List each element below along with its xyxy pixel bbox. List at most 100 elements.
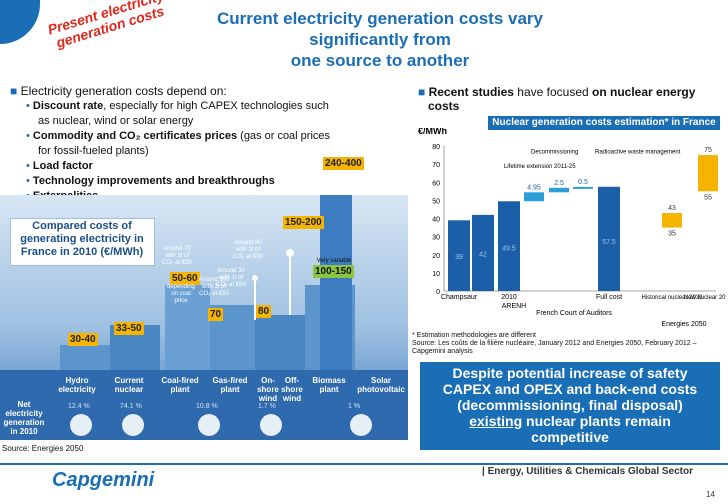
group-label: French Court of Auditors xyxy=(536,310,612,317)
page-title: Current electricity generation costs var… xyxy=(180,8,580,71)
category-label: On-shore wind xyxy=(257,376,279,403)
adder-bar xyxy=(549,187,569,193)
category-label: Current nuclear xyxy=(114,376,144,394)
title-line-2: one source to another xyxy=(290,51,470,70)
right-intro-rest-1: have focused xyxy=(513,85,593,99)
buildings-graphic xyxy=(0,195,408,440)
adder-bar xyxy=(573,186,593,189)
capgemini-logo[interactable]: Capgemini xyxy=(52,469,155,491)
bar-value-label: 42 xyxy=(479,252,487,259)
conclusion-line-1: Despite potential increase of safety xyxy=(452,365,688,381)
range-low-label: 35 xyxy=(668,231,676,238)
share-pie-icon xyxy=(260,414,282,436)
share-label: 10.8 % xyxy=(196,403,218,410)
share-label: 1 % xyxy=(348,403,361,410)
share-pie-icon xyxy=(198,414,220,436)
conclusion-line-3: (decommissioning, final disposal) xyxy=(457,397,683,413)
bar-category-label: Full cost xyxy=(596,294,622,301)
bar xyxy=(448,220,470,291)
left-bullet: • Load factor xyxy=(26,160,93,172)
badge-hydro: 30-40 xyxy=(68,333,98,346)
bar xyxy=(472,214,494,291)
right-intro-costs: costs xyxy=(428,99,460,113)
adder-bar xyxy=(524,192,544,202)
y-tick-label: 20 xyxy=(432,253,440,260)
range-category-label: Historical nuclear 2030 xyxy=(641,295,703,301)
bar-value-label: 49.5 xyxy=(502,246,516,253)
y-tick-label: 60 xyxy=(432,180,440,187)
left-bullet: as nuclear, wind or solar energy xyxy=(38,115,194,127)
stamp-label: Present electricity generation costs xyxy=(37,0,180,55)
badge-wind-onshore: 80 xyxy=(256,305,272,318)
footnote-2: Source: Les coûts de la filière nucléair… xyxy=(412,340,697,355)
share-pie-icon xyxy=(70,414,92,436)
range-high-label: 43 xyxy=(668,205,676,212)
note-biomass: Very variable xyxy=(316,258,352,264)
y-tick-label: 30 xyxy=(432,235,440,242)
chart-title: Nuclear generation costs estimation* in … xyxy=(488,116,720,130)
badge-coal: 50-60 xyxy=(170,272,200,285)
conclusion-line-5: competitive xyxy=(531,429,609,445)
bar-category-label: 2010 xyxy=(501,294,517,301)
left-source: Source: Energies 2050 xyxy=(2,444,84,453)
category-label: Gas-fired plant xyxy=(212,376,248,394)
badge-nuclear: 33-50 xyxy=(114,322,144,335)
share-label: 1.7 % xyxy=(258,403,276,410)
footer-sector-label: | Energy, Utilities & Chemicals Global S… xyxy=(482,466,694,477)
category-label: Biomass plant xyxy=(312,376,346,394)
conclusion-existing: existing xyxy=(469,413,523,429)
y-axis-label: €/MWh xyxy=(418,128,447,136)
range-high-label: 75 xyxy=(704,147,712,154)
left-intro-text: Electricity generation costs depend on: xyxy=(20,84,227,98)
bar xyxy=(498,201,520,291)
category-label: Hydro electricity xyxy=(58,376,96,394)
category-label: Solar photovoltaic xyxy=(357,376,405,394)
right-footnotes: * Estimation methodologies are different… xyxy=(412,332,722,356)
share-pie-icon xyxy=(122,414,144,436)
adder-label: Radioactive waste management xyxy=(595,149,681,155)
bar-value-label: 57.5 xyxy=(602,239,616,246)
compared-costs-label: Compared costs of generating electricity… xyxy=(20,220,144,258)
note-coal-depends: depending on coal price xyxy=(166,284,196,304)
compared-costs-box xyxy=(10,218,155,266)
conclusion-line-2: CAPEX and OPEX and back-end costs xyxy=(442,381,698,397)
note-gas-high: Around 80 with 1t of CO₂ at €30 xyxy=(233,240,263,260)
right-intro-bold-2: on nuclear energy xyxy=(592,85,696,99)
adder-label: Lifetime extension 2011-25 xyxy=(504,164,576,170)
adder-value-label: 0.5 xyxy=(578,179,588,186)
range-low-label: 55 xyxy=(704,194,712,201)
adder-value-label: 4.95 xyxy=(527,184,541,191)
note-coal-low: Around 70 with 1t of CO₂ at €30 xyxy=(162,246,192,266)
y-tick-label: 40 xyxy=(432,217,440,224)
nuclear-cost-chart: €/MWh 0 10 20 30 40 50 60 70 80 39 Champsaur 42 49.5 2… xyxy=(418,128,726,328)
category-label: Off-shore wind xyxy=(281,376,303,403)
bar-value-label: 39 xyxy=(455,254,463,261)
adder-label: Decommissioning xyxy=(531,149,578,155)
footer-divider xyxy=(0,463,728,465)
net-label-box xyxy=(0,398,48,440)
footnote-1: * Estimation methodologies are different xyxy=(412,332,536,339)
badge-solar: 240-400 xyxy=(323,157,364,170)
left-bullet: • Commodity and CO₂ certificates prices … xyxy=(26,130,331,142)
left-bullet: • Discount rate, especially for high CAP… xyxy=(26,100,329,112)
conclusion-box: Despite potential increase of safety CAP… xyxy=(420,362,720,450)
range-bar xyxy=(698,155,718,192)
badge-biomass: 100-150 xyxy=(313,265,354,278)
page-number: 14 xyxy=(706,490,715,499)
range-bar xyxy=(662,213,682,228)
left-bullet: for fossil-fueled plants) xyxy=(38,145,149,157)
share-pie-icon xyxy=(350,414,372,436)
left-bullet: • Technology improvements and breakthrou… xyxy=(26,175,275,187)
group-label: Energies 2050 xyxy=(661,321,706,328)
y-tick-label: 50 xyxy=(432,198,440,205)
right-intro-bold-1: Recent studies xyxy=(428,85,514,99)
y-tick-label: 0 xyxy=(436,289,440,296)
share-label: 74.1 % xyxy=(120,403,142,410)
globe-logo-icon xyxy=(0,0,40,44)
right-intro: ■ Recent studies have focused on nuclear… xyxy=(418,85,696,113)
y-tick-label: 70 xyxy=(432,162,440,169)
left-intro: ■ Electricity generation costs depend on… xyxy=(10,84,227,98)
title-line-1: Current electricity generation costs var… xyxy=(217,9,543,49)
note-gas-low: Around 30 with 1t of CO₂ at €50 xyxy=(216,268,246,288)
conclusion-line-4: nuclear plants remain xyxy=(522,413,671,429)
